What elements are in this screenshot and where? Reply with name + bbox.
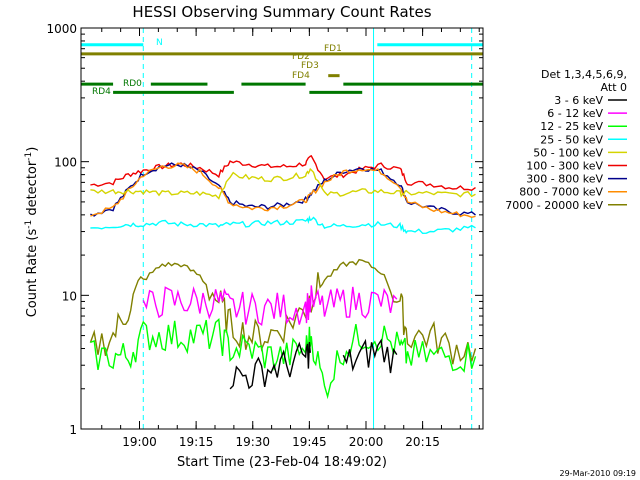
y-axis-label: Count Rate (s-1 detector-1) xyxy=(24,147,40,318)
series-50-100-kev xyxy=(90,167,476,200)
annotation-fd1: FD1 xyxy=(324,44,342,54)
footer-timestamp: 29-Mar-2010 09:19 xyxy=(560,469,637,478)
x-tick-label-5: 20:15 xyxy=(405,435,440,449)
annotation-fd3: FD3 xyxy=(301,61,319,71)
x-tick-label-3: 19:45 xyxy=(292,435,327,449)
series-800-7000-kev xyxy=(90,162,476,219)
series-300-800-kev xyxy=(90,162,476,217)
plot-frame xyxy=(80,27,484,430)
annotation-fd2: FD2 xyxy=(292,52,310,62)
series-3-6-kev xyxy=(229,338,398,390)
y-axis-label-end: ) xyxy=(25,147,40,152)
legend-label-3: 25 - 50 keV xyxy=(540,133,603,146)
x-axis: 19:00 19:15 19:30 19:45 20:00 20:15 xyxy=(101,28,480,449)
x-tick-label-1: 19:15 xyxy=(179,435,214,449)
legend-label-2: 12 - 25 keV xyxy=(540,120,603,133)
series-12-25-kev xyxy=(90,318,477,400)
series-25-50-kev xyxy=(90,215,476,235)
chart-title: HESSI Observing Summary Count Rates xyxy=(132,3,431,21)
annotation-fd4: FD4 xyxy=(292,71,310,81)
legend-label-7: 800 - 7000 keV xyxy=(519,186,603,199)
annotation-rd4: RD4 xyxy=(92,87,111,97)
legend-label-8: 7000 - 20000 keV xyxy=(505,199,603,212)
x-tick-label-2: 19:30 xyxy=(235,435,270,449)
legend-label-0: 3 - 6 keV xyxy=(554,94,603,107)
y-tick-label-2: 100 xyxy=(54,156,77,170)
y-axis-label-mid: detector xyxy=(25,160,40,220)
y-axis: 1 10 100 1000 xyxy=(46,22,483,437)
y-axis-label-sup2: -1 xyxy=(24,152,34,161)
series-100-300-kev xyxy=(90,155,476,191)
legend-label-6: 300 - 800 keV xyxy=(526,173,603,186)
y-tick-label-1: 10 xyxy=(62,289,77,303)
y-tick-label-0: 1 xyxy=(69,423,77,437)
legend-label-4: 50 - 100 keV xyxy=(533,146,603,159)
x-tick-label-4: 20:00 xyxy=(349,435,384,449)
series-7000-20000-kev xyxy=(89,258,477,365)
y-axis-label-sup1: -1 xyxy=(24,220,34,229)
annotation-rd0: RD0 xyxy=(123,79,142,89)
legend-label-5: 100 - 300 keV xyxy=(526,160,603,173)
legend-label-1: 6 - 12 keV xyxy=(547,107,603,120)
y-tick-label-3: 1000 xyxy=(46,22,77,36)
series-6-12-kev xyxy=(142,285,398,327)
legend-header-1: Det 1,3,4,5,6,9, xyxy=(541,68,627,81)
x-axis-label: Start Time (23-Feb-04 18:49:02) xyxy=(177,455,387,470)
x-tick-label-0: 19:00 xyxy=(122,435,157,449)
legend-header-2: Att 0 xyxy=(601,81,627,94)
annotation-n: N xyxy=(156,38,163,48)
y-axis-label-main: Count Rate (s xyxy=(25,229,40,318)
